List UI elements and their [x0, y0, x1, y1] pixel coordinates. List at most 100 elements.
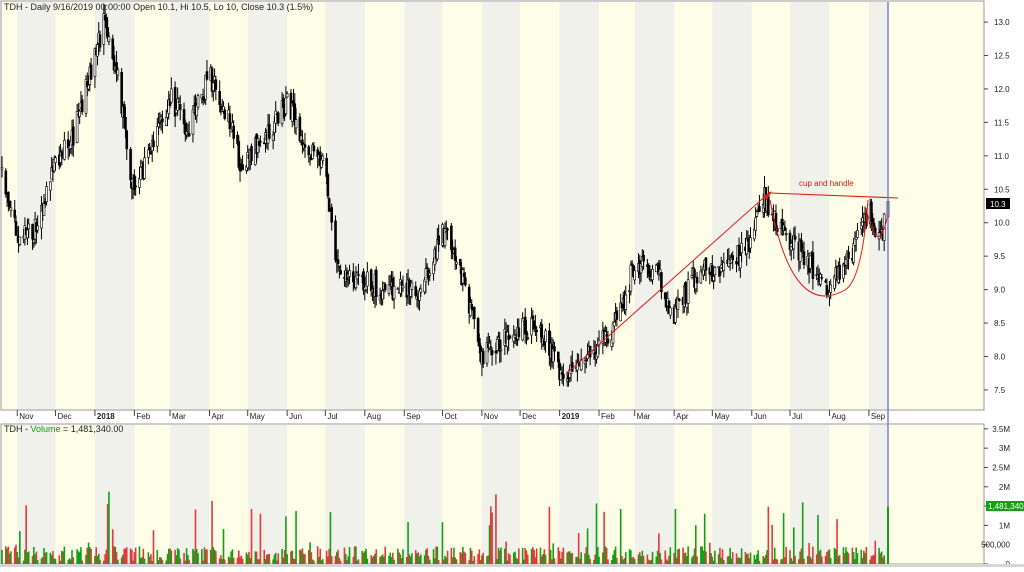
volume-bar	[530, 549, 533, 564]
volume-bar	[736, 557, 739, 564]
volume-bar	[246, 554, 249, 564]
volume-bar	[856, 553, 859, 564]
volume-bar	[423, 555, 426, 564]
volume-bar	[406, 556, 408, 564]
candle-body	[820, 276, 824, 279]
volume-bar	[810, 558, 813, 564]
candle-body	[116, 69, 120, 76]
candle-body	[793, 235, 797, 240]
candle-body	[472, 306, 476, 320]
volume-bar	[496, 559, 498, 564]
volume-bar	[516, 558, 519, 564]
volume-bar	[664, 550, 667, 564]
volume-bar	[371, 557, 374, 564]
volume-bar	[594, 554, 597, 564]
price-tick-label: 12.5	[994, 52, 1010, 61]
candle-body	[485, 342, 489, 364]
volume-bar	[356, 560, 358, 564]
volume-bar	[426, 548, 428, 564]
volume-bar	[302, 553, 305, 564]
month-band	[634, 425, 675, 564]
volume-bar	[845, 547, 847, 564]
volume-bar	[678, 548, 681, 564]
volume-bar	[658, 533, 660, 564]
month-band	[868, 2, 888, 410]
volume-bar	[411, 553, 413, 564]
candle-body	[754, 217, 757, 231]
volume-bar	[334, 555, 337, 564]
volume-bar	[879, 553, 882, 564]
bottom-scrollbar[interactable]	[0, 564, 1024, 567]
candle-body	[357, 274, 360, 276]
candle-body	[232, 125, 235, 139]
volume-bar	[539, 547, 542, 564]
volume-bar	[115, 551, 118, 564]
volume-bar	[437, 560, 440, 564]
date-tick-label: Nov	[484, 412, 498, 421]
volume-bar	[283, 549, 286, 564]
volume-bar	[113, 546, 115, 564]
candle-body	[556, 351, 560, 363]
volume-bar	[684, 552, 687, 564]
volume-bar	[416, 553, 418, 564]
volume-bar	[97, 553, 100, 564]
candle-body	[531, 315, 535, 320]
volume-bar	[329, 512, 332, 564]
cup-rim-line	[769, 192, 899, 199]
candle-body	[156, 126, 159, 147]
candle-body	[847, 251, 850, 259]
volume-bar	[248, 551, 250, 564]
candle-body	[294, 119, 298, 129]
candle-body	[713, 267, 717, 276]
volume-bar	[40, 558, 43, 564]
volume-bar	[442, 559, 445, 564]
volume-bar	[237, 550, 240, 564]
month-band	[789, 2, 830, 410]
volume-bar	[16, 551, 19, 564]
volume-bar	[398, 552, 400, 564]
candle-body	[139, 166, 143, 180]
volume-bar	[335, 552, 338, 564]
candle-body	[624, 294, 628, 310]
candle-body	[455, 261, 458, 265]
volume-bar	[218, 558, 221, 564]
volume-bar	[59, 560, 62, 564]
volume-bar	[299, 549, 301, 564]
volume-bar-last	[887, 506, 889, 564]
volume-bar	[642, 555, 645, 564]
volume-bar	[80, 547, 82, 564]
volume-bar	[374, 553, 376, 564]
volume-bar	[817, 514, 819, 564]
volume-bar	[523, 559, 525, 564]
candle-body	[327, 198, 331, 212]
volume-bar	[708, 542, 711, 564]
candle-body	[437, 235, 440, 245]
volume-bar	[646, 554, 649, 564]
volume-bar	[285, 516, 287, 564]
volume-bar	[705, 551, 707, 564]
candle-body	[164, 116, 168, 126]
date-tick-label: Sep	[406, 412, 421, 421]
candle-body	[767, 196, 770, 216]
candle-body	[355, 272, 359, 280]
candle-body	[784, 233, 788, 235]
candle-body	[129, 148, 132, 181]
volume-bar	[343, 547, 346, 564]
volume-bar	[870, 555, 873, 564]
date-tick-label: Jun	[289, 412, 302, 421]
candle-body	[303, 144, 307, 148]
volume-bar	[622, 559, 625, 564]
volume-bar	[628, 549, 631, 564]
volume-bar	[428, 559, 431, 564]
volume-bar	[780, 559, 782, 564]
volume-bar	[282, 557, 285, 564]
volume-bar	[781, 558, 784, 564]
volume-bar	[543, 549, 546, 564]
volume-bar	[161, 559, 164, 564]
volume-bar	[624, 552, 627, 564]
month-band	[170, 425, 210, 564]
candle-body	[178, 104, 182, 111]
volume-bar	[784, 557, 786, 564]
candle-body	[78, 110, 81, 117]
